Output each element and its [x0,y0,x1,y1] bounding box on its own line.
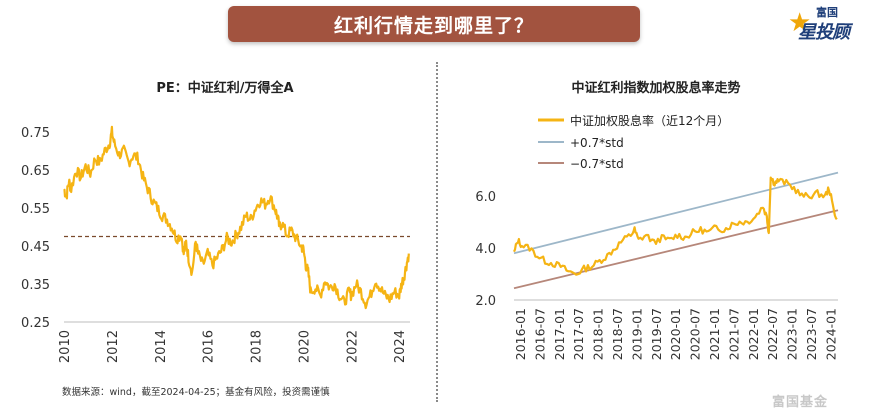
chart-title: 中证红利指数加权股息率走势 [571,80,740,96]
x-tick-label: 2024 [393,330,408,363]
y-tick-label: 0.45 [21,240,50,255]
x-tick-label: 2022-07 [765,308,780,360]
panel-divider [436,62,438,402]
x-tick-label: 2014 [154,330,169,363]
x-tick-label: 2023-07 [804,308,819,360]
x-tick-label: 2022 [345,330,360,363]
band-line-lower [513,209,839,290]
logo-line1: 富国 [816,6,838,19]
y-tick-label: 0.35 [21,278,50,293]
y-tick-label: 4.0 [475,242,496,257]
star-icon: ★ [788,8,812,38]
title-banner: 红利行情走到哪里了？ [228,6,640,42]
y-tick-label: 0.75 [21,126,50,141]
x-tick-label: 2016-07 [532,308,547,360]
x-tick-label: 2010 [58,330,73,363]
banner-title: 红利行情走到哪里了？ [333,14,534,37]
pe-ratio-chart: PE：中证红利/万得全A 0.75 0.65 0.55 0.45 0.35 0.25 201… [21,80,410,363]
dividend-yield-chart: 中证红利指数加权股息率走势 中证加权股息率（近12个月） +0.7*std −0… [475,80,839,360]
legend-label-lower: −0.7*std [570,157,624,171]
watermark: 富国基金 [772,395,829,410]
x-tick-label: 2022-01 [746,308,761,360]
x-tick-label: 2012 [106,330,121,363]
x-tick-label: 2019-07 [649,308,664,360]
legend-label-yield: 中证加权股息率（近12个月） [570,113,729,128]
x-tick-label: 2018 [250,330,265,363]
legend: 中证加权股息率（近12个月） +0.7*std −0.7*std [538,113,729,171]
y-tick-label: 0.25 [21,316,50,331]
x-tick-label: 2020-07 [688,308,703,360]
brand-logo: ★ 富国 星投顾 [788,2,868,46]
x-tick-label: 2020 [297,330,312,363]
x-tick-label: 2021-07 [726,308,741,360]
x-tick-label: 2019-01 [629,308,644,360]
y-tick-label: 0.65 [21,164,50,179]
x-tick-label: 2018-07 [610,308,625,360]
x-tick-label: 2016 [202,330,217,363]
x-tick-label: 2021-01 [707,308,722,360]
logo-line2: 星投顾 [798,22,850,43]
x-tick-label: 2018-01 [591,308,606,360]
legend-label-upper: +0.7*std [570,136,624,150]
series-line-dividend-yield [512,176,838,276]
band-line-upper [513,171,839,255]
x-tick-label: 2023-01 [785,308,800,360]
x-tick-label: 2016-01 [513,308,528,360]
x-tick-label: 2024-01 [823,308,838,360]
x-tick-label: 2020-01 [668,308,683,360]
x-tick-label: 2017-07 [571,308,586,360]
y-tick-label: 0.55 [21,202,50,217]
series-line-pe-ratio [63,125,410,310]
y-tick-label: 2.0 [475,294,496,309]
y-tick-label: 6.0 [475,190,496,205]
x-tick-label: 2017-01 [552,308,567,360]
chart-title: PE：中证红利/万得全A [156,80,293,96]
data-source-note: 数据来源：wind，截至2024-04-25；基金有风险，投资需谨慎 [62,387,330,398]
